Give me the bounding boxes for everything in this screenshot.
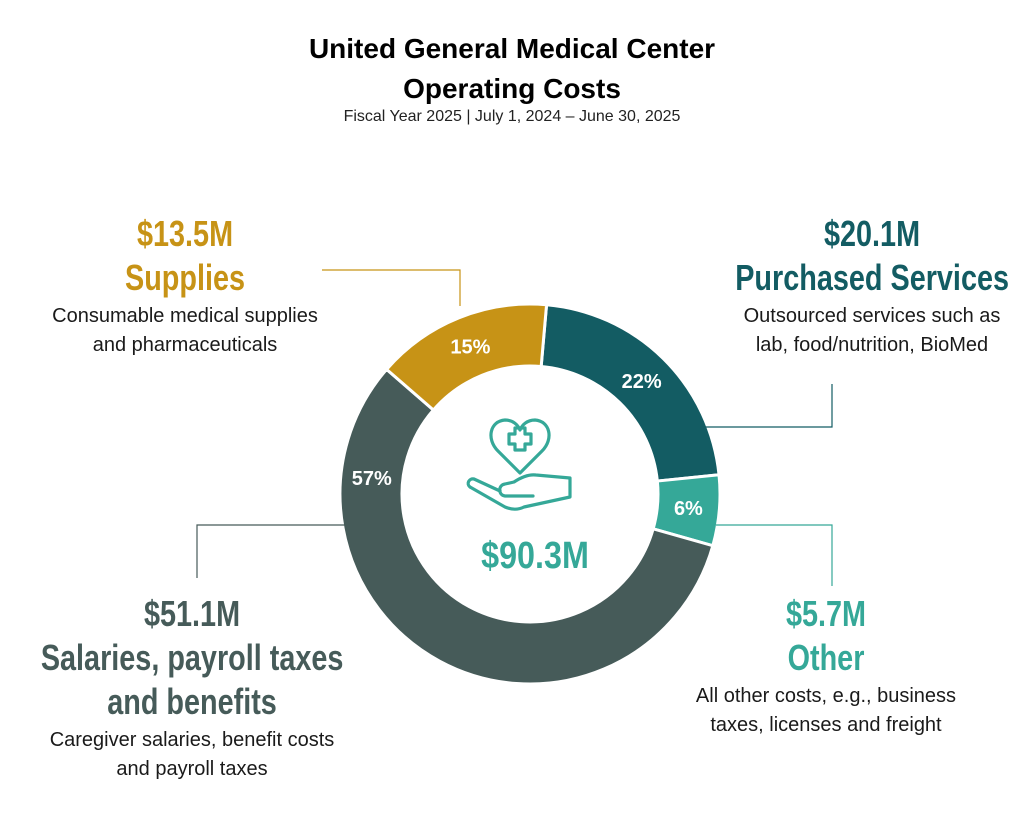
connector-other — [716, 524, 833, 586]
purchased-desc-2: lab, food/nutrition, BioMed — [755, 334, 989, 356]
purchased-amount: $20.1M — [823, 213, 921, 254]
pct-label-purchased: 22% — [622, 371, 662, 393]
pct-label-supplies: 15% — [450, 337, 490, 359]
salaries-desc-1: Caregiver salaries, benefit costs — [49, 729, 335, 751]
heart-hand-icon — [466, 418, 572, 511]
connector-supplies — [322, 269, 461, 306]
supplies-desc-2: and pharmaceuticals — [92, 334, 278, 356]
salaries-label-2: and benefits — [107, 681, 277, 722]
purchased-label: Purchased Services — [735, 257, 1009, 298]
other-amount: $5.7M — [785, 593, 867, 634]
chart-title: United General Medical Center — [308, 33, 716, 64]
other-label: Other — [787, 637, 865, 678]
chart-subtitle: Fiscal Year 2025 | July 1, 2024 – June 3… — [343, 108, 681, 125]
purchased-desc-1: Outsourced services such as — [743, 305, 1001, 327]
label-salaries: $51.1M Salaries, payroll taxes and benef… — [0, 592, 392, 784]
other-desc-1: All other costs, e.g., business — [695, 685, 957, 707]
connector-purchased — [705, 384, 833, 428]
label-purchased: $20.1M Purchased Services Outsourced ser… — [672, 212, 1024, 360]
chart-title-line2: Operating Costs — [403, 73, 621, 104]
total-value: $90.3M — [481, 535, 589, 577]
supplies-desc-1: Consumable medical supplies — [52, 305, 318, 327]
other-desc-2: taxes, licenses and freight — [710, 714, 942, 736]
label-other: $5.7M Other All other costs, e.g., busin… — [626, 592, 1024, 740]
connector-salaries — [196, 524, 345, 578]
label-supplies: $13.5M Supplies Consumable medical suppl… — [0, 212, 385, 360]
pct-label-other: 6% — [674, 498, 703, 520]
salaries-desc-2: and payroll taxes — [116, 758, 268, 780]
slice-salaries — [338, 367, 715, 686]
salaries-amount: $51.1M — [143, 593, 241, 634]
salaries-label-1: Salaries, payroll taxes — [40, 637, 344, 678]
pct-label-salaries: 57% — [352, 468, 392, 490]
supplies-label: Supplies — [124, 257, 246, 298]
supplies-amount: $13.5M — [136, 213, 234, 254]
slice-supplies — [384, 302, 549, 413]
